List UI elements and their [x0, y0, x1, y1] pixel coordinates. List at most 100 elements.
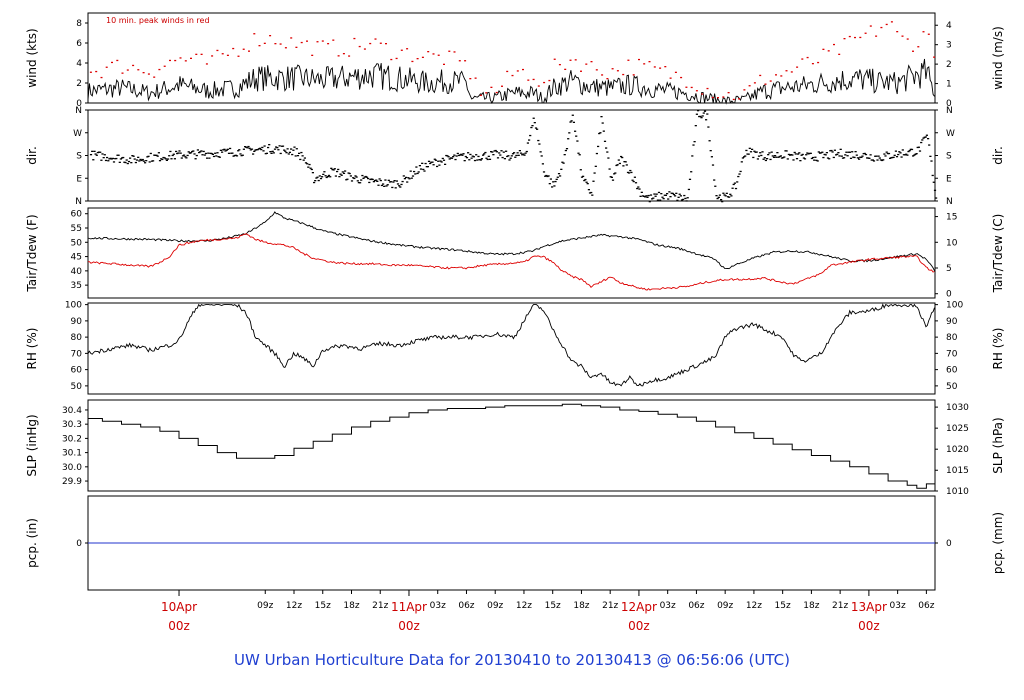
data-point: [218, 156, 221, 158]
data-point: [440, 161, 443, 163]
data-point: [790, 154, 793, 156]
data-point: [155, 154, 158, 156]
data-point: [473, 159, 477, 162]
data-point: [138, 160, 141, 162]
data-point: [508, 159, 511, 161]
data-point: [434, 159, 437, 161]
data-point: [791, 154, 794, 156]
x-tick-label: 15z: [545, 601, 561, 611]
data-point: [548, 183, 551, 185]
data-point: [272, 152, 275, 154]
ylabel-right-dir: dir.: [991, 146, 1005, 165]
data-point: [300, 151, 303, 154]
data-point: [598, 132, 601, 135]
data-point: [523, 154, 526, 156]
data-point: [838, 53, 841, 55]
data-point: [350, 180, 354, 182]
data-point: [253, 33, 256, 35]
data-point: [500, 150, 503, 152]
data-point: [132, 64, 135, 67]
data-point: [245, 146, 248, 148]
x-tick-label: 12z: [286, 601, 302, 611]
right-tick-label: N: [946, 106, 953, 116]
data-point: [863, 152, 866, 155]
data-point: [678, 193, 681, 195]
peak-wind-annotation: 10 min. peak winds in red: [106, 16, 210, 25]
data-point: [385, 43, 387, 45]
data-point: [93, 150, 96, 152]
data-point: [556, 176, 559, 178]
data-point: [802, 157, 805, 159]
data-point: [929, 155, 932, 157]
data-point: [585, 63, 588, 65]
data-point: [437, 160, 440, 162]
data-point: [661, 196, 664, 198]
data-point: [476, 159, 479, 161]
data-point: [522, 153, 525, 155]
data-point: [399, 186, 402, 188]
data-point: [803, 158, 807, 160]
data-point: [616, 164, 619, 166]
data-point: [652, 197, 655, 199]
data-point: [144, 162, 147, 164]
data-point: [482, 154, 485, 156]
data-point: [306, 40, 308, 42]
data-point: [393, 180, 396, 182]
data-point: [608, 168, 611, 170]
data-point: [922, 31, 925, 33]
data-point: [443, 63, 445, 65]
data-point: [792, 159, 795, 161]
data-point: [258, 45, 261, 47]
data-point: [814, 156, 817, 158]
data-point: [237, 150, 240, 152]
data-point: [498, 152, 501, 154]
data-point: [467, 152, 470, 154]
left-tick-label: 29.9: [62, 477, 82, 487]
data-point: [296, 155, 300, 157]
data-point: [180, 157, 183, 159]
data-point: [462, 153, 465, 155]
data-point: [870, 159, 873, 161]
data-point: [232, 47, 235, 50]
data-point: [317, 179, 320, 182]
data-point: [864, 153, 868, 156]
data-point: [751, 148, 754, 150]
data-point: [469, 153, 472, 156]
data-point: [108, 158, 111, 160]
left-tick-label: 60: [71, 210, 83, 220]
data-point: [620, 155, 623, 158]
data-point: [780, 75, 783, 77]
data-point: [851, 151, 854, 153]
data-point: [536, 128, 539, 130]
data-point: [530, 126, 533, 129]
right-tick-label: 70: [946, 349, 958, 359]
data-point: [827, 50, 830, 52]
data-point: [755, 151, 758, 153]
data-point: [529, 134, 532, 137]
data-point: [690, 171, 693, 173]
data-point: [290, 37, 293, 39]
data-point: [800, 154, 803, 156]
data-point: [499, 154, 502, 156]
data-point: [265, 152, 268, 154]
data-point: [753, 82, 756, 84]
data-point: [164, 158, 167, 160]
data-point: [537, 139, 540, 142]
data-point: [909, 148, 912, 150]
data-point: [776, 152, 779, 154]
data-point: [613, 173, 616, 175]
data-point: [506, 155, 509, 158]
data-point: [357, 182, 360, 184]
data-point: [173, 158, 176, 160]
data-point: [882, 159, 885, 161]
data-point: [887, 152, 891, 155]
data-point: [549, 178, 552, 180]
data-point: [878, 157, 881, 159]
data-point: [196, 149, 199, 151]
data-point: [329, 176, 332, 178]
data-point: [824, 154, 827, 156]
data-point: [705, 119, 708, 121]
data-point: [660, 193, 663, 195]
data-point: [869, 25, 872, 27]
